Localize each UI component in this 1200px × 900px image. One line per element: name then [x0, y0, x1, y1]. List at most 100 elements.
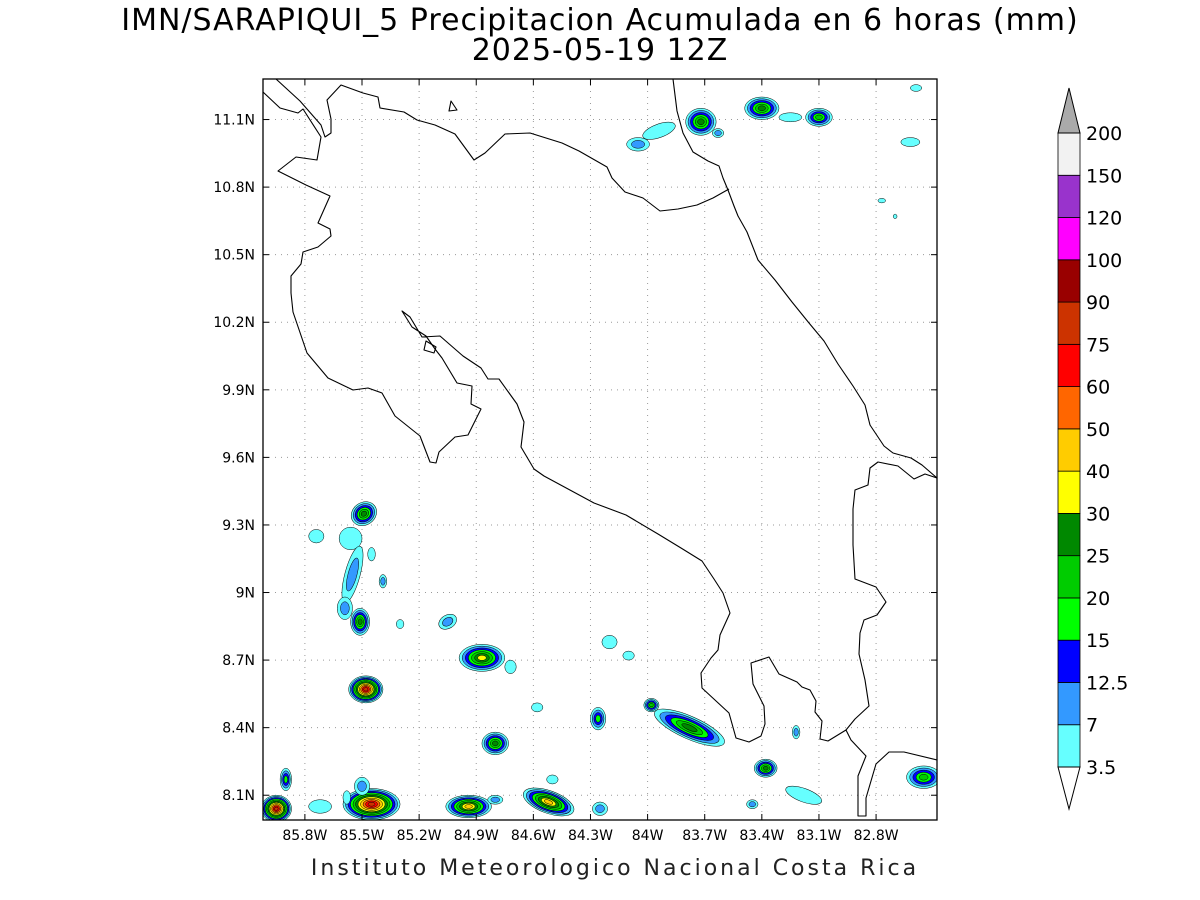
precip-level-7: [442, 617, 454, 627]
precip-level-3.5: [342, 790, 351, 805]
colorbar-band: [1057, 343, 1081, 388]
precip-level-3.5: [642, 121, 676, 140]
caribbean-coast: [672, 79, 937, 479]
y-tick-label: 8.1N: [222, 788, 255, 804]
panama-border: [845, 461, 937, 731]
precip-cell: [279, 767, 292, 791]
precip-cell: [712, 128, 725, 138]
precip-cell: [350, 501, 377, 526]
precip-level-25: [681, 723, 698, 732]
colorbar-band: [1057, 597, 1081, 641]
colorbar-label: 100: [1086, 250, 1122, 272]
colorbar-label: 30: [1086, 503, 1110, 525]
precip-level-15: [595, 714, 601, 723]
x-tick-label: 84.6W: [511, 828, 556, 844]
precip-level-25: [757, 105, 766, 111]
precip-level-3.5: [367, 547, 376, 562]
precip-cell: [350, 608, 370, 636]
precip-level-75: [367, 802, 376, 807]
precip-cell: [877, 198, 886, 204]
precip-level-25: [492, 740, 499, 747]
colorbar-band: [1057, 724, 1081, 768]
y-tick-label: 9.6N: [222, 450, 255, 466]
precip-level-25: [762, 765, 769, 771]
colorbar-label: 15: [1086, 630, 1110, 652]
colorbar-label: 25: [1086, 546, 1110, 568]
precip-cell: [685, 108, 717, 136]
precip-cell: [892, 213, 898, 219]
precip-cell: [338, 526, 363, 550]
precip-level-30: [477, 655, 487, 661]
precip-level-7: [631, 140, 645, 149]
colorbar-over-arrow: [1057, 87, 1081, 134]
map-subtitle: 2025-05-19 12Z: [471, 33, 729, 68]
precip-level-3.5: [900, 137, 921, 147]
precip-cell: [348, 675, 384, 704]
colorbar: 3.5 7 12.5 15 20 25 30 40 50 60 75 90 100 120 150 200: [1057, 87, 1128, 811]
precip-level-75: [274, 806, 279, 811]
precip-level-7: [346, 557, 359, 592]
colorbar-label: 20: [1086, 588, 1110, 610]
precip-cell: [753, 758, 778, 778]
precip-cell: [487, 794, 504, 805]
x-tick-label: 85.5W: [339, 828, 384, 844]
precip-cell: [654, 708, 725, 747]
precip-cell: [445, 794, 492, 818]
precip-cell: [523, 787, 575, 817]
x-tick-label: 82.8W: [854, 828, 899, 844]
map-title: IMN/SARAPIQUI_5 Precipitacion Acumulada …: [121, 3, 1079, 38]
x-tick-label: 83.4W: [739, 828, 784, 844]
precip-cell: [308, 529, 325, 544]
precip-level-3.5: [338, 526, 363, 550]
precip-cell: [438, 614, 457, 630]
y-tick-label: 9.9N: [222, 383, 255, 399]
colorbar-band: [1057, 132, 1081, 176]
y-tick-label: 10.5N: [213, 248, 255, 264]
x-tick-label: 84.9W: [454, 828, 499, 844]
precip-level-40: [544, 799, 554, 805]
precip-cell: [458, 644, 506, 672]
precip-level-40: [464, 804, 473, 809]
precip-level-7: [340, 601, 350, 616]
precip-cell: [900, 137, 921, 147]
precip-cell: [354, 776, 370, 796]
precip-cell: [910, 84, 923, 92]
credit-footer: Instituto Meteorologico Nacional Costa R…: [310, 856, 920, 881]
x-tick-label: 83.1W: [796, 828, 841, 844]
precip-cell: [642, 121, 676, 140]
precip-cell: [906, 765, 937, 789]
precip-level-3.5: [504, 659, 517, 674]
colorbar-band: [1057, 428, 1081, 472]
precip-cell: [601, 635, 618, 650]
plot-frame: [262, 78, 938, 821]
precip-cell: [531, 702, 544, 713]
colorbar-band: [1057, 682, 1081, 726]
precip-level-3.5: [531, 702, 544, 713]
precip-cell: [622, 650, 635, 661]
precip-cell: [592, 801, 608, 816]
precip-level-3.5: [396, 619, 405, 629]
precip-level-3.5: [546, 774, 559, 785]
grid-lines: [263, 79, 937, 820]
precip-level-3.5: [308, 529, 325, 544]
precip-level-7: [793, 727, 799, 737]
colorbar-label: 40: [1086, 461, 1110, 483]
precip-level-7: [714, 130, 722, 136]
lake-island: [423, 340, 437, 354]
colorbar-label: 7: [1086, 715, 1098, 737]
precip-cell: [785, 785, 823, 805]
precip-level-7: [380, 577, 386, 586]
nicaragua-border: [275, 79, 730, 212]
precip-cell: [504, 659, 517, 674]
colorbar-band: [1057, 386, 1081, 430]
precip-level-7: [490, 796, 500, 803]
x-tick-label: 84W: [632, 828, 664, 844]
colorbar-label: 120: [1086, 208, 1122, 230]
precip-level-20: [918, 774, 929, 781]
precip-cell: [792, 725, 801, 740]
precip-cell: [308, 799, 332, 814]
precip-cell: [643, 698, 660, 713]
precip-cell: [367, 547, 376, 562]
axes: 85.8W 85.5W 85.2W 84.9W 84.6W 84.3W 84W 83.7W 83…: [213, 79, 937, 844]
